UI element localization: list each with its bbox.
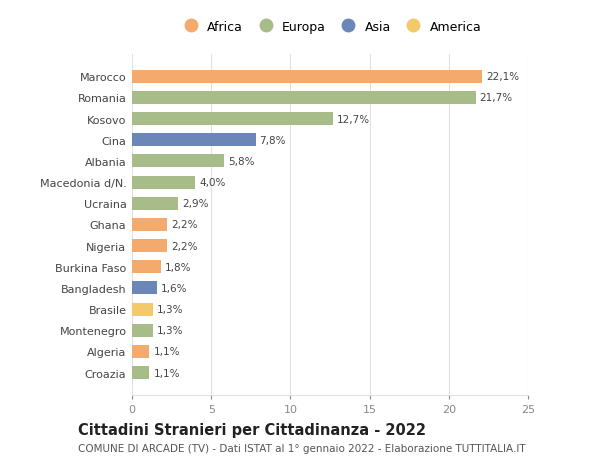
- Bar: [132, 176, 196, 189]
- Bar: [132, 366, 149, 379]
- Bar: [132, 218, 167, 231]
- Legend: Africa, Europa, Asia, America: Africa, Europa, Asia, America: [179, 21, 481, 34]
- Bar: [132, 303, 152, 316]
- Text: 22,1%: 22,1%: [486, 72, 519, 82]
- Text: 2,2%: 2,2%: [171, 241, 197, 251]
- Bar: [132, 345, 149, 358]
- Bar: [132, 155, 224, 168]
- Bar: [132, 71, 482, 84]
- Text: Cittadini Stranieri per Cittadinanza - 2022: Cittadini Stranieri per Cittadinanza - 2…: [78, 422, 426, 437]
- Bar: [132, 134, 256, 147]
- Text: 1,3%: 1,3%: [157, 325, 183, 336]
- Bar: [132, 282, 157, 295]
- Text: 4,0%: 4,0%: [199, 178, 226, 188]
- Text: 1,1%: 1,1%: [154, 347, 180, 357]
- Text: 12,7%: 12,7%: [337, 114, 370, 124]
- Text: 1,6%: 1,6%: [161, 283, 188, 293]
- Bar: [132, 240, 167, 252]
- Text: 2,2%: 2,2%: [171, 220, 197, 230]
- Bar: [132, 197, 178, 210]
- Bar: [132, 92, 476, 105]
- Text: 1,1%: 1,1%: [154, 368, 180, 378]
- Bar: [132, 113, 333, 126]
- Text: 1,8%: 1,8%: [164, 262, 191, 272]
- Text: 2,9%: 2,9%: [182, 199, 208, 209]
- Text: 7,8%: 7,8%: [260, 135, 286, 146]
- Text: 21,7%: 21,7%: [479, 93, 513, 103]
- Bar: [132, 324, 152, 337]
- Text: 1,3%: 1,3%: [157, 304, 183, 314]
- Bar: [132, 261, 161, 274]
- Text: 5,8%: 5,8%: [228, 157, 254, 167]
- Text: COMUNE DI ARCADE (TV) - Dati ISTAT al 1° gennaio 2022 - Elaborazione TUTTITALIA.: COMUNE DI ARCADE (TV) - Dati ISTAT al 1°…: [78, 443, 526, 453]
